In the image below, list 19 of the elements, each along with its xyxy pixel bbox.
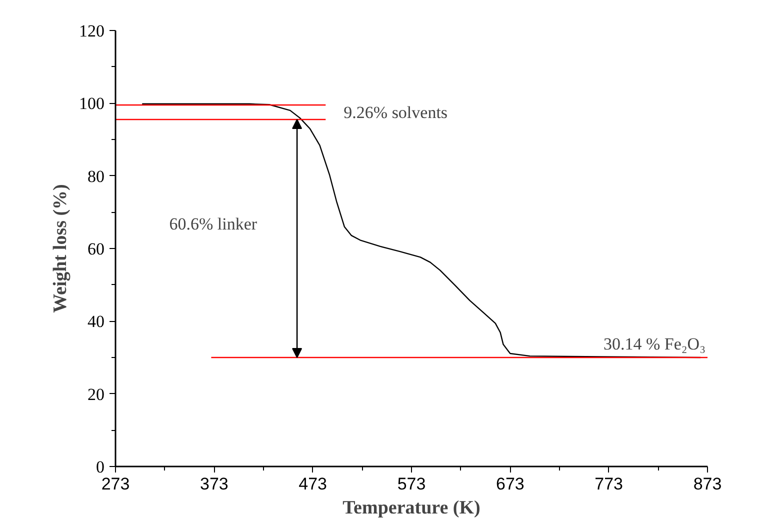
y-tick-label: 100	[79, 94, 104, 114]
y-tick-label: 0	[96, 458, 104, 476]
y-tick-label: 20	[88, 384, 104, 404]
x-tick-label: 873	[693, 474, 722, 494]
y-tick-label: 120	[79, 22, 104, 40]
annotation: 9.26% solvents	[344, 102, 448, 122]
y-axis-title: Weight loss (%)	[50, 184, 71, 313]
x-tick-label: 373	[200, 474, 228, 494]
y-tick-label: 40	[88, 312, 104, 332]
x-tick-label: 573	[397, 474, 426, 494]
annotation: 30.14 % Fe₂O₃	[603, 334, 706, 354]
x-tick-label: 473	[298, 474, 328, 494]
x-tick-label: 773	[594, 474, 624, 494]
annotation: 60.6% linker	[169, 214, 258, 234]
x-tick-label: 273	[101, 474, 130, 494]
y-tick-label: 80	[88, 166, 104, 186]
x-axis-title: Temperature (K)	[342, 498, 480, 518]
y-tick-label: 60	[88, 240, 104, 258]
x-tick-label: 673	[496, 474, 524, 494]
